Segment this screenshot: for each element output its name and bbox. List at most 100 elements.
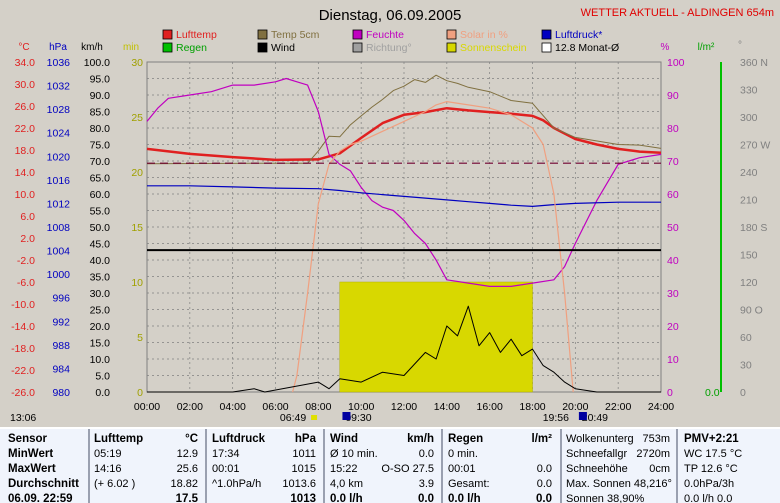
dir-tick: 180 S (740, 222, 767, 234)
min-tick: 20 (131, 167, 143, 179)
axis-labels: °C hPa km/h min% l/m² ° 34.0 30.0 26.0 22.0 18.0 14… (11, 40, 770, 399)
regen-max-time: 00:01 (448, 463, 476, 475)
press-tick: 1008 (47, 222, 71, 234)
wind-tick: 75.0 (90, 140, 111, 152)
sun-start-time: 09:30 (345, 412, 371, 424)
luftdruck-current: 1013 (290, 493, 316, 503)
legend-swatch (352, 42, 363, 53)
temp-tick: 2.0 (20, 233, 35, 245)
legend-label: Wind (271, 42, 295, 54)
regen-current-note: 0.0 l/h (448, 493, 481, 503)
temp-tick: 14.0 (15, 167, 36, 179)
press-tick: 988 (52, 340, 70, 352)
luftdruck-min: 1011 (292, 448, 316, 460)
humid-tick: 30 (667, 288, 679, 300)
series-luftdruck- (147, 185, 661, 207)
legend-label: Sonnenschein (460, 42, 527, 54)
time-tick: 04:00 (220, 401, 246, 413)
wind-tick: 0.0 (95, 387, 110, 399)
current-row-label: 06.09. 22:59 (8, 493, 73, 503)
humid-tick: 50 (667, 222, 679, 234)
legend-label: Regen (176, 42, 207, 54)
lufttemp-column: Lufttemp °C 05:19 12.9 14:16 25.6 (+ 6.02 )… (94, 432, 200, 503)
wind-head: Wind (330, 433, 358, 445)
press-tick: 992 (52, 316, 70, 328)
data-series (146, 74, 662, 393)
dir-tick: 90 O (740, 305, 763, 317)
wind-avg-label: Ø 10 min. (330, 448, 378, 460)
series-feuchte (146, 77, 662, 287)
wind-max: O-SO 27.5 (381, 463, 434, 475)
humid-tick: 10 (667, 354, 679, 366)
press-tick: 1012 (47, 198, 71, 210)
press-tick: 1032 (47, 81, 71, 93)
temp-tick: 10.0 (15, 189, 36, 201)
wind-tick: 20.0 (90, 321, 111, 333)
dir-tick: 330 (740, 85, 758, 97)
min-row-label: MinWert (8, 448, 54, 460)
sunset-time: 19:56 (543, 412, 569, 424)
marker-left: 13:06 (10, 412, 36, 424)
lufttemp-unit: °C (185, 433, 198, 445)
luftdruck-max: 1015 (291, 463, 316, 475)
wind-distance: 4,0 km (330, 478, 364, 490)
legend-label: Feuchte (366, 29, 404, 41)
windchill: WC 17.5 °C (684, 448, 743, 460)
wind-tick: 35.0 (90, 272, 111, 284)
luftdruck-unit: hPa (294, 433, 316, 445)
avg-row-label: Durchschnitt (8, 478, 79, 490)
wind-tick: 70.0 (90, 156, 111, 168)
wind-tick: 45.0 (90, 239, 111, 251)
dir-tick: 240 (740, 167, 758, 179)
wind-current: 0.0 (418, 493, 434, 503)
sun-end-icon (578, 412, 587, 420)
lufttemp-current: 17.5 (175, 493, 198, 503)
temp-tick: 34.0 (15, 57, 36, 69)
dir-tick: 270 W (740, 140, 770, 152)
temp-tick: 30.0 (15, 79, 36, 91)
luftdruck-head: Luftdruck (212, 433, 266, 445)
chart-title: Dienstag, 06.09.2005 (319, 7, 462, 24)
wind-current-note: 0.0 l/h (330, 493, 363, 503)
snow-depth-label: Schneehöhe (566, 463, 628, 475)
sunshine-bars (339, 281, 533, 393)
rain-rate: 0.0 l/h 0.0 (684, 493, 733, 503)
luftdruck-column: Luftdruck hPa 17:34 1011 00:01 1015 ^1.0hPa… (212, 432, 318, 503)
plot-grid (146, 61, 662, 393)
regen-duration: 0 min. (448, 448, 478, 460)
dir-tick: 30 (740, 360, 752, 372)
humid-tick: 90 (667, 90, 679, 102)
legend-swatch (257, 29, 268, 40)
humid-tick: 60 (667, 189, 679, 201)
wind-tick: 100.0 (84, 57, 110, 69)
humid-tick: 100 (667, 57, 685, 69)
legend-swatch (541, 29, 552, 40)
regen-total-label: Gesamt: (448, 478, 490, 490)
dir-tick: 60 (740, 332, 752, 344)
sunshine-block (339, 281, 533, 393)
regen-current: 0.0 (536, 493, 552, 503)
press-tick: 1016 (47, 175, 71, 187)
press-tick: 1028 (47, 104, 71, 116)
lufttemp-trend: (+ 6.02 ) (94, 478, 136, 490)
info-column: Wolkenunterg 753m Schneefallgr 2720m Schne… (566, 432, 672, 503)
temp-tick: -22.0 (11, 365, 35, 377)
cloud-base: 753m (642, 433, 670, 445)
press-unit: hPa (49, 42, 67, 53)
sensor-head: Sensor (8, 433, 47, 445)
dir-tick: 210 (740, 195, 758, 207)
wind-tick: 5.0 (95, 371, 110, 383)
station-label: WETTER AKTUELL - ALDINGEN 654m (581, 7, 774, 19)
series-wind (147, 305, 661, 393)
legend-swatch (352, 29, 363, 40)
regen-column: Regen l/m² 0 min. 00:01 0.0 Gesamt: 0.0 0.0… (448, 432, 554, 503)
pmv-column: PMV+2:21 WC 17.5 °C TP 12.6 °C 0.0hPa/3h… (684, 432, 778, 503)
temp-tick: 26.0 (15, 101, 36, 113)
sunrise-time: 06:49 (280, 412, 306, 424)
cloud-base-label: Wolkenunterg (566, 433, 634, 445)
temp-tick: -14.0 (11, 321, 35, 333)
sun-start-icon (342, 412, 351, 420)
min-tick: 0 (137, 387, 143, 399)
